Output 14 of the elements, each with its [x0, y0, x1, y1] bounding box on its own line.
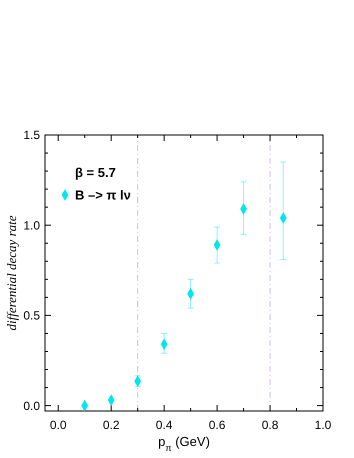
x-tick-label: 0.4	[156, 418, 173, 432]
legend-title: β = 5.7	[75, 165, 116, 180]
x-tick-label: 1.0	[314, 418, 332, 432]
y-tick-label: 1.5	[23, 128, 40, 142]
y-tick-label: 1.0	[23, 218, 40, 232]
y-axis-title: differential decay rate	[4, 215, 19, 331]
y-tick-label: 0.0	[23, 398, 40, 413]
x-tick-label: 0.8	[262, 418, 279, 432]
y-tick-label: 0.5	[23, 308, 40, 323]
x-tick-label: 0.0	[50, 418, 67, 432]
x-tick-label: 0.2	[102, 418, 120, 432]
x-tick-label: 0.6	[208, 418, 226, 432]
x-axis-title: p$_{π}$ (GeV)	[158, 434, 210, 453]
legend-label: B –> π lν	[75, 188, 131, 203]
